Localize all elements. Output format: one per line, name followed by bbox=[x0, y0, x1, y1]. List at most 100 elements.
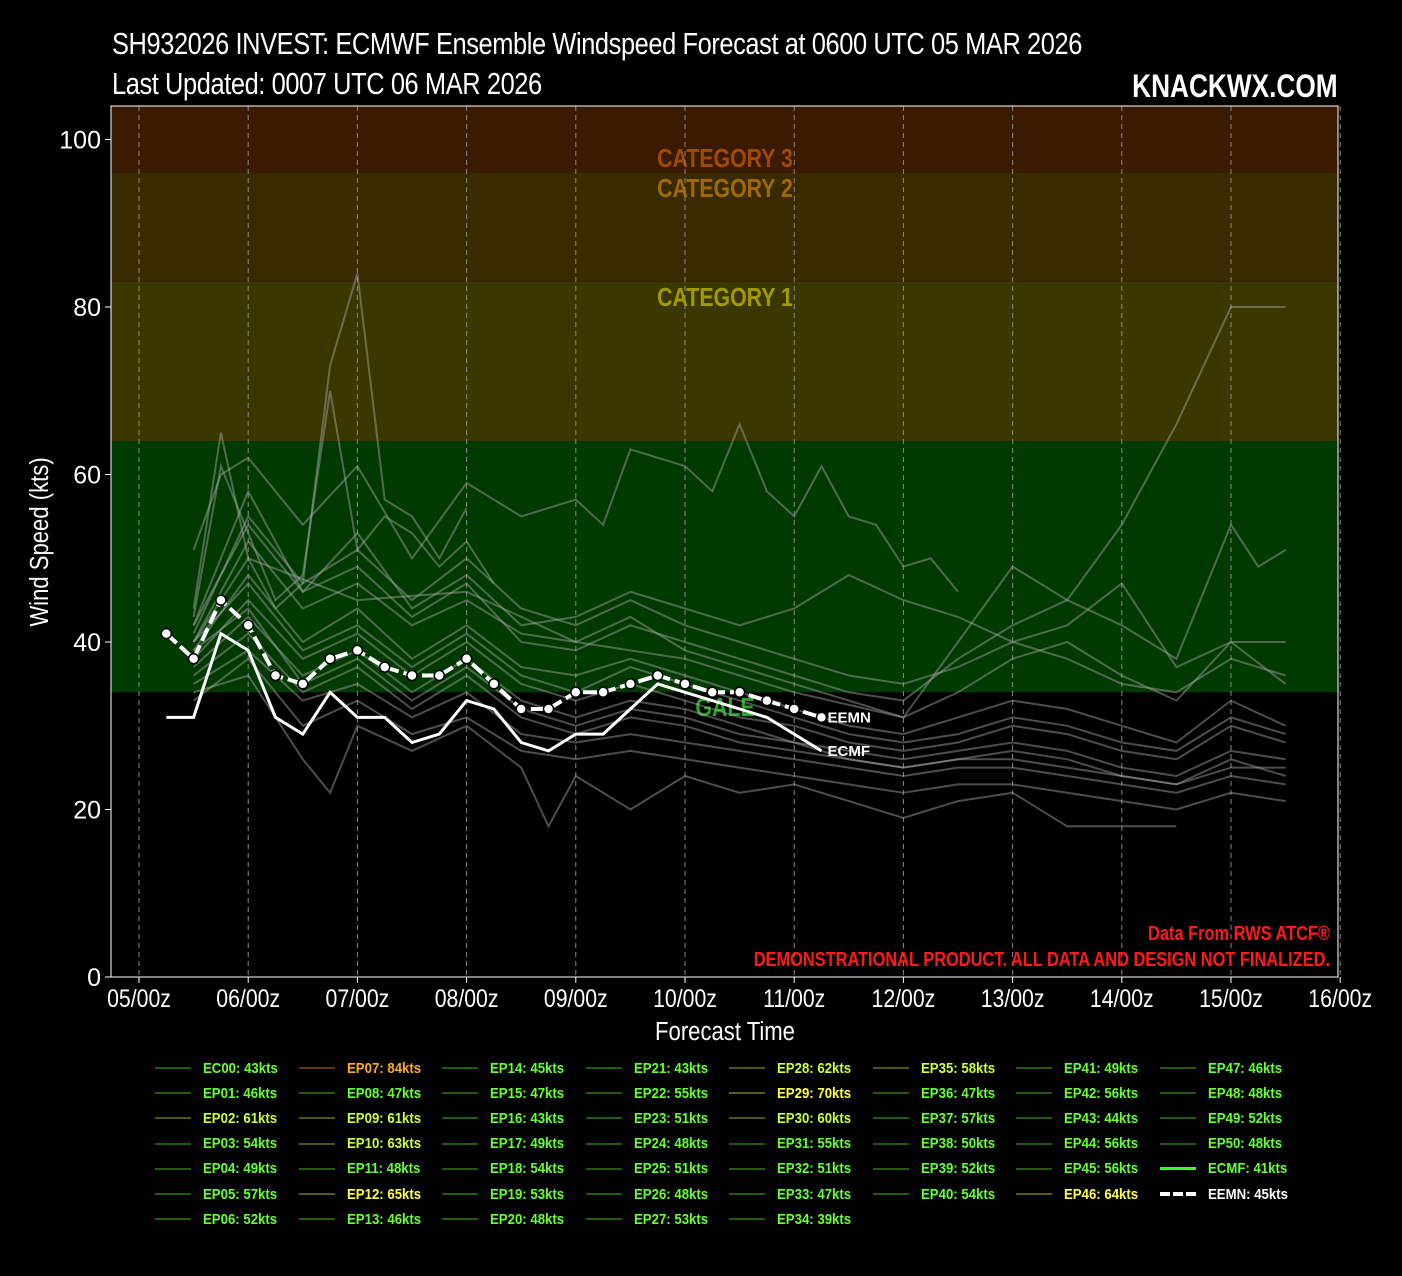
legend-item: EP35: 58kts bbox=[872, 1056, 1005, 1080]
legend-swatch bbox=[585, 1142, 622, 1145]
legend-label: EP28: 62kts bbox=[777, 1059, 852, 1077]
main-series-lines: EEMN ECMF bbox=[160, 594, 871, 760]
legend-label: EP21: 43kts bbox=[633, 1059, 708, 1077]
legend-label: EP12: 65kts bbox=[346, 1185, 421, 1203]
band-label: CATEGORY 3 bbox=[657, 144, 793, 174]
data-source-note: Data From RWS ATCF® bbox=[1148, 921, 1330, 944]
legend-item: EP32: 51kts bbox=[729, 1157, 861, 1181]
legend-item: EP21: 43kts bbox=[585, 1056, 718, 1080]
legend-label: EP04: 49kts bbox=[203, 1160, 278, 1178]
legend-swatch bbox=[585, 1167, 622, 1170]
legend-label: EP35: 58kts bbox=[920, 1059, 995, 1077]
data-point-eemn bbox=[269, 669, 282, 682]
data-point-eemn bbox=[433, 669, 446, 682]
brand-logo-text: KNACKWX.COM bbox=[1132, 68, 1338, 104]
legend-item: EC00: 43kts bbox=[155, 1056, 288, 1080]
data-point-eemn bbox=[406, 669, 418, 682]
legend-item: EP45: 56kts bbox=[1016, 1157, 1148, 1181]
legend-item: EP22: 55kts bbox=[585, 1081, 718, 1105]
x-tick-label: 14/00z bbox=[1090, 984, 1154, 1012]
band-label: CATEGORY 2 bbox=[657, 174, 793, 204]
band-category-1 bbox=[111, 281, 1338, 441]
legend-item: EP04: 49kts bbox=[155, 1157, 287, 1181]
legend-label: EP30: 60kts bbox=[777, 1109, 852, 1127]
legend-item: EP30: 60kts bbox=[729, 1106, 861, 1130]
legend-item: ECMF: 41kts bbox=[1159, 1157, 1298, 1181]
legend-swatch bbox=[155, 1067, 191, 1069]
legend-item: EP10: 63kts bbox=[298, 1132, 431, 1156]
legend-item: EP34: 39kts bbox=[729, 1207, 861, 1231]
x-tick-label: 09/00z bbox=[544, 984, 608, 1012]
legend-label: EP49: 52kts bbox=[1207, 1109, 1282, 1127]
legend-swatch bbox=[155, 1142, 191, 1145]
legend-label: EP14: 45kts bbox=[490, 1059, 565, 1077]
legend-swatch bbox=[155, 1117, 191, 1120]
legend-label: EP44: 56kts bbox=[1064, 1135, 1139, 1153]
legend-swatch bbox=[1159, 1117, 1196, 1120]
chart-grid bbox=[138, 106, 1341, 977]
legend-item: EP38: 50kts bbox=[872, 1132, 1005, 1156]
legend-swatch bbox=[155, 1218, 191, 1221]
data-point-eemn bbox=[515, 703, 527, 715]
legend-swatch bbox=[298, 1142, 335, 1145]
data-point-eemn bbox=[597, 686, 609, 698]
data-point-eemn bbox=[215, 594, 227, 606]
data-point-eemn bbox=[679, 678, 691, 690]
legend-swatch bbox=[298, 1092, 335, 1095]
legend-label: EP13: 46kts bbox=[346, 1210, 421, 1228]
data-point-eemn bbox=[160, 627, 173, 640]
disclaimer-note: DEMONSTRATIONAL PRODUCT. ALL DATA AND DE… bbox=[754, 947, 1330, 970]
data-point-eemn bbox=[542, 703, 555, 715]
legend-item: EP41: 49kts bbox=[1016, 1056, 1148, 1080]
legend-swatch bbox=[1159, 1192, 1196, 1196]
legend-item: EP47: 46kts bbox=[1159, 1056, 1292, 1080]
chart-subtitle: Last Updated: 0007 UTC 06 MAR 2026 bbox=[112, 66, 542, 101]
legend-item: EP13: 46kts bbox=[298, 1207, 431, 1231]
legend-label: EP46: 64kts bbox=[1064, 1185, 1139, 1203]
legend-label: EP47: 46kts bbox=[1207, 1059, 1282, 1077]
legend-label: EEMN: 45kts bbox=[1207, 1185, 1288, 1203]
legend-item: EP12: 65kts bbox=[298, 1182, 431, 1206]
legend-swatch bbox=[298, 1218, 335, 1221]
data-point-eemn bbox=[761, 694, 773, 707]
y-tick-label: 40 bbox=[73, 629, 101, 657]
legend-swatch bbox=[1159, 1142, 1196, 1145]
legend-item: EP08: 47kts bbox=[298, 1081, 431, 1105]
y-axis-label: Wind Speed (kts) bbox=[25, 457, 54, 626]
series-line-ep42 bbox=[192, 514, 1286, 694]
legend-item: EP09: 61kts bbox=[298, 1106, 431, 1130]
legend-swatch bbox=[1016, 1193, 1052, 1195]
legend-label: EP11: 48kts bbox=[346, 1160, 420, 1178]
x-axis-label: Forecast Time bbox=[655, 1017, 795, 1046]
series-label-ecmf: ECMF bbox=[828, 743, 871, 760]
legend-label: EP37: 57kts bbox=[920, 1109, 995, 1127]
legend-label: EP19: 53kts bbox=[490, 1185, 565, 1203]
legend-item: EP26: 48kts bbox=[585, 1182, 718, 1206]
legend-item: EP31: 55kts bbox=[729, 1132, 861, 1156]
legend-swatch bbox=[298, 1167, 335, 1170]
x-tick-label: 15/00z bbox=[1199, 984, 1263, 1012]
legend-label: EP26: 48kts bbox=[633, 1185, 708, 1203]
data-point-eemn bbox=[815, 711, 828, 724]
legend-swatch bbox=[1159, 1092, 1196, 1095]
x-tick-label: 07/00z bbox=[326, 984, 390, 1012]
legend-label: EP40: 54kts bbox=[920, 1185, 995, 1203]
legend-label: EP01: 46kts bbox=[203, 1084, 278, 1102]
series-line-ep34 bbox=[193, 674, 1177, 829]
legend-swatch bbox=[155, 1167, 191, 1170]
legend-label: EP05: 57kts bbox=[203, 1185, 278, 1203]
legend-item: EP25: 51kts bbox=[585, 1157, 718, 1181]
x-tick-label: 10/00z bbox=[653, 984, 717, 1012]
legend-label: EP08: 47kts bbox=[346, 1084, 421, 1102]
legend-swatch bbox=[585, 1218, 622, 1221]
legend-swatch bbox=[872, 1092, 909, 1095]
legend-label: EP27: 53kts bbox=[633, 1210, 708, 1228]
x-tick-label: 11/00z bbox=[763, 984, 825, 1012]
x-tick-label: 13/00z bbox=[981, 984, 1045, 1012]
legend-label: EP50: 48kts bbox=[1207, 1135, 1282, 1153]
series-line-ep12 bbox=[192, 421, 959, 593]
plot-frame bbox=[110, 105, 1339, 978]
legend-label: EP38: 50kts bbox=[920, 1135, 995, 1153]
